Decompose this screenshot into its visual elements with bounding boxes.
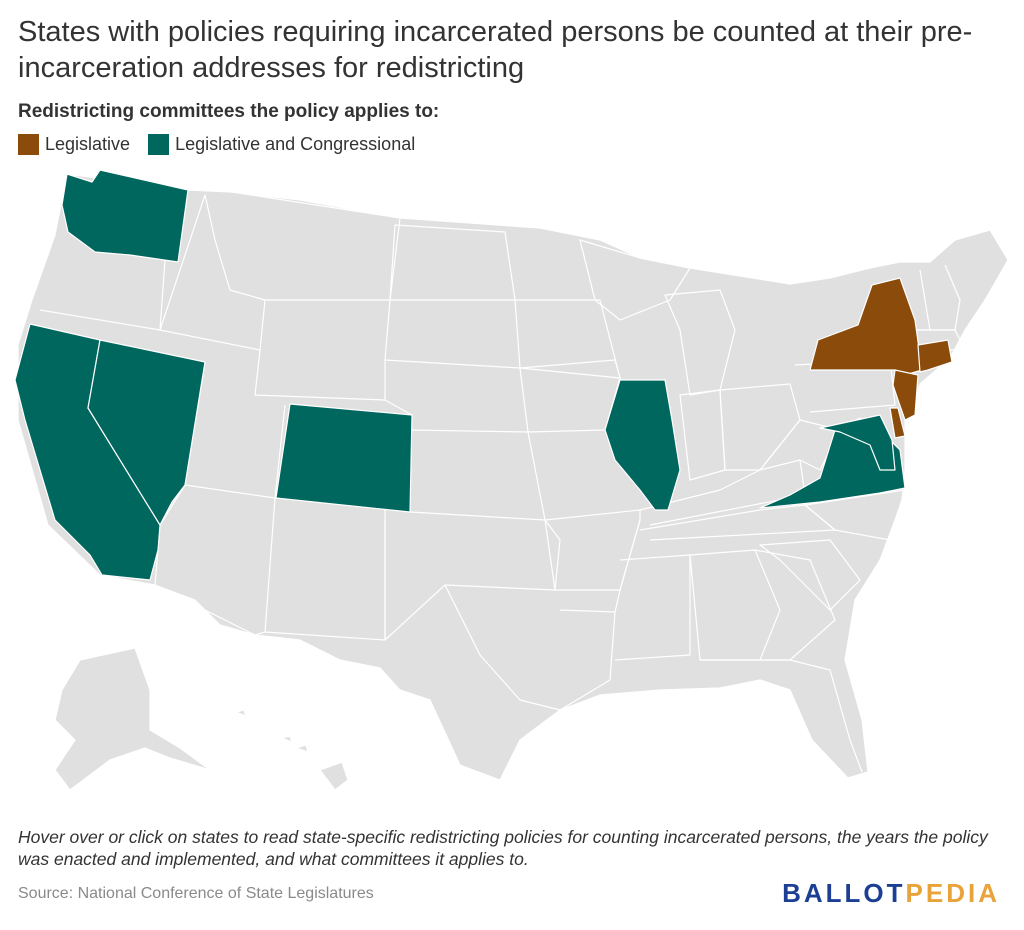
legend-swatch-legislative — [18, 134, 39, 155]
state-colorado[interactable] — [275, 403, 413, 513]
legend-item-legislative-and-congressional[interactable]: Legislative and Congressional — [148, 134, 415, 155]
state-new-jersey[interactable] — [892, 369, 919, 421]
chart-title: States with policies requiring incarcera… — [18, 16, 973, 84]
legend-label-legislative: Legislative — [45, 134, 131, 154]
states-legislative-and-congressional — [14, 169, 906, 581]
state-illinois[interactable] — [604, 379, 681, 511]
ballotpedia-logo[interactable]: BALLOTPEDIA — [782, 878, 1000, 909]
legend-title: Redistricting committees the policy appl… — [18, 101, 440, 122]
logo-part-pedia: PEDIA — [905, 878, 1000, 908]
state-washington[interactable] — [61, 169, 189, 263]
state-alaska[interactable] — [54, 647, 211, 791]
states-legislative — [809, 277, 953, 439]
map-note: Hover over or click on states to read st… — [18, 827, 988, 869]
logo-part-ballot: BALLOT — [782, 878, 906, 908]
state-hawaii[interactable] — [235, 709, 349, 791]
legend-label-legislative-and-congressional: Legislative and Congressional — [175, 134, 416, 154]
state-delaware[interactable] — [889, 407, 906, 439]
state-connecticut[interactable] — [917, 339, 953, 373]
us-map — [14, 169, 1009, 791]
source-text: Source: National Conference of State Leg… — [18, 885, 374, 902]
state-nevada[interactable] — [87, 339, 206, 526]
legend-item-legislative[interactable]: Legislative — [18, 134, 130, 155]
state-maryland[interactable] — [819, 414, 896, 471]
legend-swatch-legislative-and-congressional — [148, 134, 170, 155]
legend: Legislative Legislative and Congressiona… — [18, 134, 415, 155]
